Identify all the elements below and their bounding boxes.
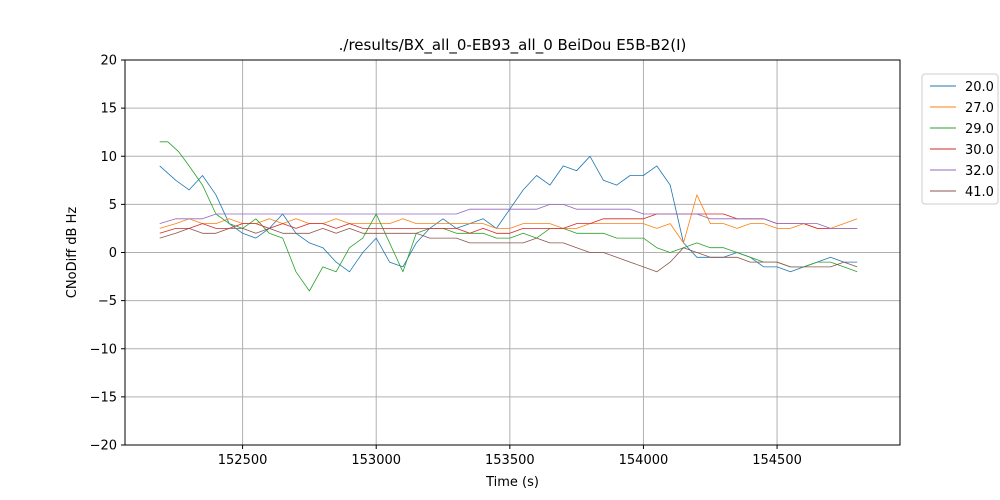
series-line-32-0: [159, 203, 858, 229]
x-tick-label: 154000: [619, 453, 669, 468]
y-tick-label: 10: [100, 150, 117, 165]
y-tick-label: −20: [90, 439, 117, 454]
x-axis-label: Time (s): [485, 475, 539, 490]
chart-title: ./results/BX_all_0-EB93_all_0 BeiDou E5B…: [339, 36, 687, 55]
y-tick-label: 5: [109, 198, 117, 213]
legend-entry-label: 30.0: [965, 143, 994, 158]
legend: 20.0 27.0 29.0 30.0 32.0 41.0: [921, 73, 999, 205]
series-line-29-0: [159, 141, 858, 292]
x-tick-label: 153500: [485, 453, 535, 468]
y-tick-label: −5: [98, 294, 117, 309]
legend-entry-label: 20.0: [965, 80, 994, 95]
series-line-27-0: [159, 194, 858, 244]
y-tick-label: −15: [90, 390, 117, 405]
legend-entry-label: 27.0: [965, 101, 994, 116]
x-tick-label: 153000: [351, 453, 401, 468]
y-axis-label: CNoDiff dB Hz: [65, 207, 80, 299]
y-tick-label: −10: [90, 342, 117, 357]
axis-ticks: 152500 153000 153500 154000 154500 −20 −15 −10 −…: [90, 54, 802, 469]
y-tick-label: 20: [100, 54, 117, 69]
x-tick-label: 154500: [752, 453, 802, 468]
series-group: [159, 141, 858, 292]
legend-entry-label: 29.0: [965, 122, 994, 137]
legend-entry-label: 32.0: [965, 164, 994, 179]
series-line-41-0: [159, 227, 858, 273]
x-tick-label: 152500: [218, 453, 268, 468]
y-tick-label: 15: [100, 102, 117, 117]
legend-entry-label: 41.0: [965, 185, 994, 200]
y-tick-label: 0: [109, 246, 117, 261]
